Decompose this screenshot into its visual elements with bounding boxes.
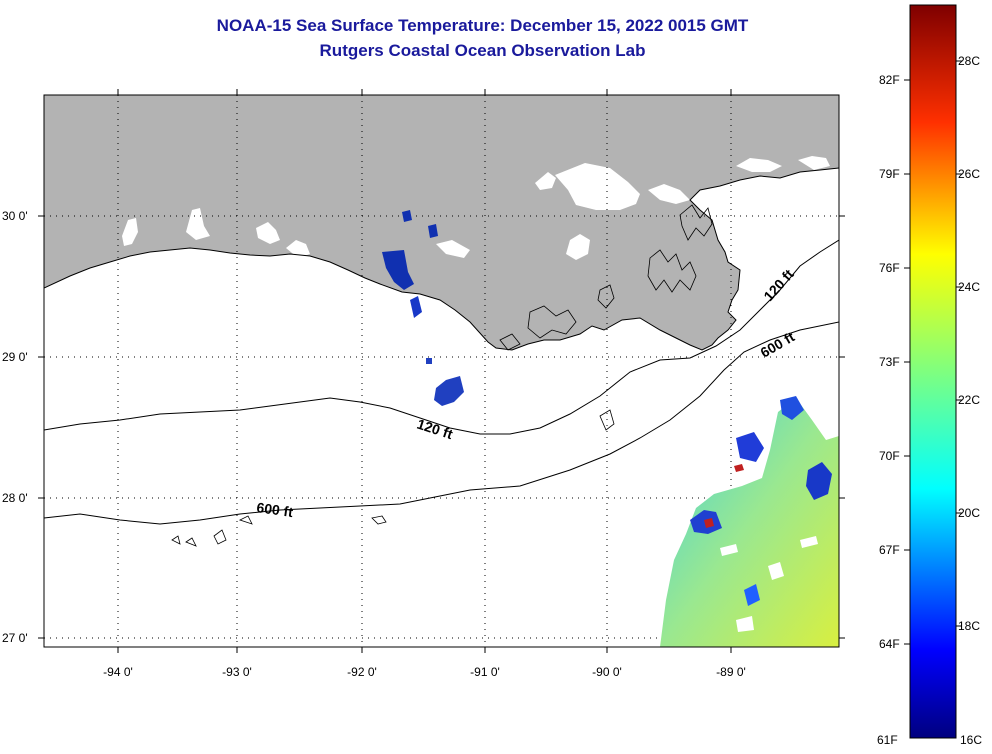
coastline — [44, 167, 839, 351]
colorbar-c-label: 16C — [960, 733, 982, 747]
map-subtitle: Rutgers Coastal Ocean Observation Lab — [319, 41, 646, 60]
colorbar-f-label: 67F — [879, 543, 900, 557]
colorbar-f-label: 79F — [879, 167, 900, 181]
map-frame — [43, 94, 840, 648]
lat-label: 27 0' — [2, 631, 28, 645]
lake — [186, 208, 210, 240]
lon-label: -91 0' — [470, 665, 500, 679]
colorbar-f-label: 64F — [879, 637, 900, 651]
lat-label: 30 0' — [2, 209, 28, 223]
land — [44, 95, 839, 350]
lake — [648, 184, 690, 204]
lake — [798, 156, 830, 170]
lake — [566, 234, 590, 260]
lake — [742, 206, 752, 270]
delta-marsh — [499, 204, 713, 351]
lat-label: 29 0' — [2, 350, 28, 364]
axis-ticks — [38, 89, 845, 653]
lake — [535, 172, 556, 190]
map-area — [44, 95, 839, 647]
lake — [736, 158, 782, 172]
colorbar-f-label: 61F — [877, 733, 898, 747]
lake — [555, 163, 640, 210]
lon-label: -94 0' — [103, 665, 133, 679]
colorbar-f-label: 76F — [879, 261, 900, 275]
lake — [122, 218, 138, 246]
lon-label: -90 0' — [592, 665, 622, 679]
contour-label-600ft-west: 600 ft — [256, 499, 295, 520]
sst-data — [382, 210, 839, 647]
contour-600ft-islands — [171, 409, 615, 547]
colorbar-c-label: 24C — [958, 280, 980, 294]
map-title: NOAA-15 Sea Surface Temperature: Decembe… — [216, 16, 749, 35]
colorbar-f-label: 73F — [879, 355, 900, 369]
graticule — [44, 95, 839, 647]
lake — [436, 240, 470, 258]
lon-label: -92 0' — [347, 665, 377, 679]
colorbar-c-label: 18C — [958, 619, 980, 633]
contour-600ft — [44, 321, 839, 525]
colorbar: 82F 79F 76F 73F 70F 67F 64F 61F 28C 26C … — [877, 4, 982, 747]
lon-label: -93 0' — [222, 665, 252, 679]
colorbar-c-label: 26C — [958, 167, 980, 181]
colorbar-c-label: 22C — [958, 393, 980, 407]
lake — [256, 222, 280, 244]
colorbar-gradient — [909, 4, 957, 739]
colorbar-f-label: 70F — [879, 449, 900, 463]
lon-label: -89 0' — [716, 665, 746, 679]
lat-label: 28 0' — [2, 491, 28, 505]
contour-120ft-west — [44, 239, 839, 435]
colorbar-c-label: 20C — [958, 506, 980, 520]
colorbar-c-label: 28C — [958, 54, 980, 68]
lake — [286, 240, 310, 258]
colorbar-f-label: 82F — [879, 73, 900, 87]
